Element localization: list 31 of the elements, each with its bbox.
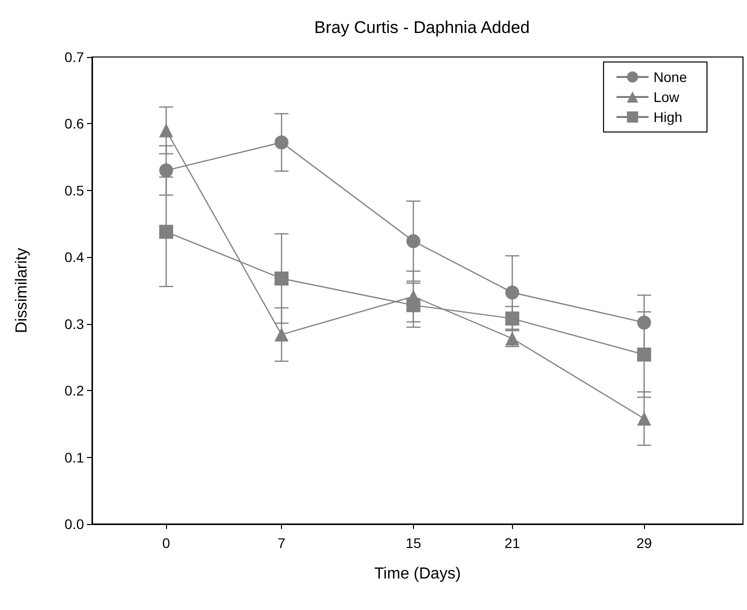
point xyxy=(637,348,652,362)
y-tick-label: 0.6 xyxy=(64,116,84,132)
point xyxy=(159,123,174,138)
x-axis-title: Time (Days) xyxy=(374,566,461,582)
y-tick-label: 0.7 xyxy=(64,49,84,65)
y-tick-label: 0.0 xyxy=(64,516,84,532)
point xyxy=(274,328,289,342)
y-tick-label: 0.3 xyxy=(64,316,84,332)
y-tick-label: 0.2 xyxy=(64,382,84,399)
point xyxy=(637,316,652,330)
point xyxy=(637,412,652,426)
point xyxy=(505,312,520,326)
y-axis-title: Dissimilarity xyxy=(14,248,30,334)
legend-label: Low xyxy=(654,89,680,105)
point xyxy=(274,135,289,150)
y-tick-label: 0.4 xyxy=(64,249,84,266)
legend-label: High xyxy=(654,109,682,125)
x-tick-label: 29 xyxy=(636,535,652,551)
y-tick-label: 0.1 xyxy=(64,449,84,466)
point xyxy=(159,163,174,178)
x-tick-label: 0 xyxy=(162,535,170,551)
point xyxy=(159,224,174,239)
x-tick-label: 15 xyxy=(406,535,422,551)
legend-label: None xyxy=(654,69,688,85)
point xyxy=(274,271,289,286)
y-tick-label: 0.5 xyxy=(64,182,84,198)
x-tick-label: 7 xyxy=(278,535,286,551)
point xyxy=(505,286,520,300)
point xyxy=(406,234,420,248)
x-tick-label: 21 xyxy=(504,535,520,551)
chart-title: Bray Curtis - Daphnia Added xyxy=(314,18,530,37)
